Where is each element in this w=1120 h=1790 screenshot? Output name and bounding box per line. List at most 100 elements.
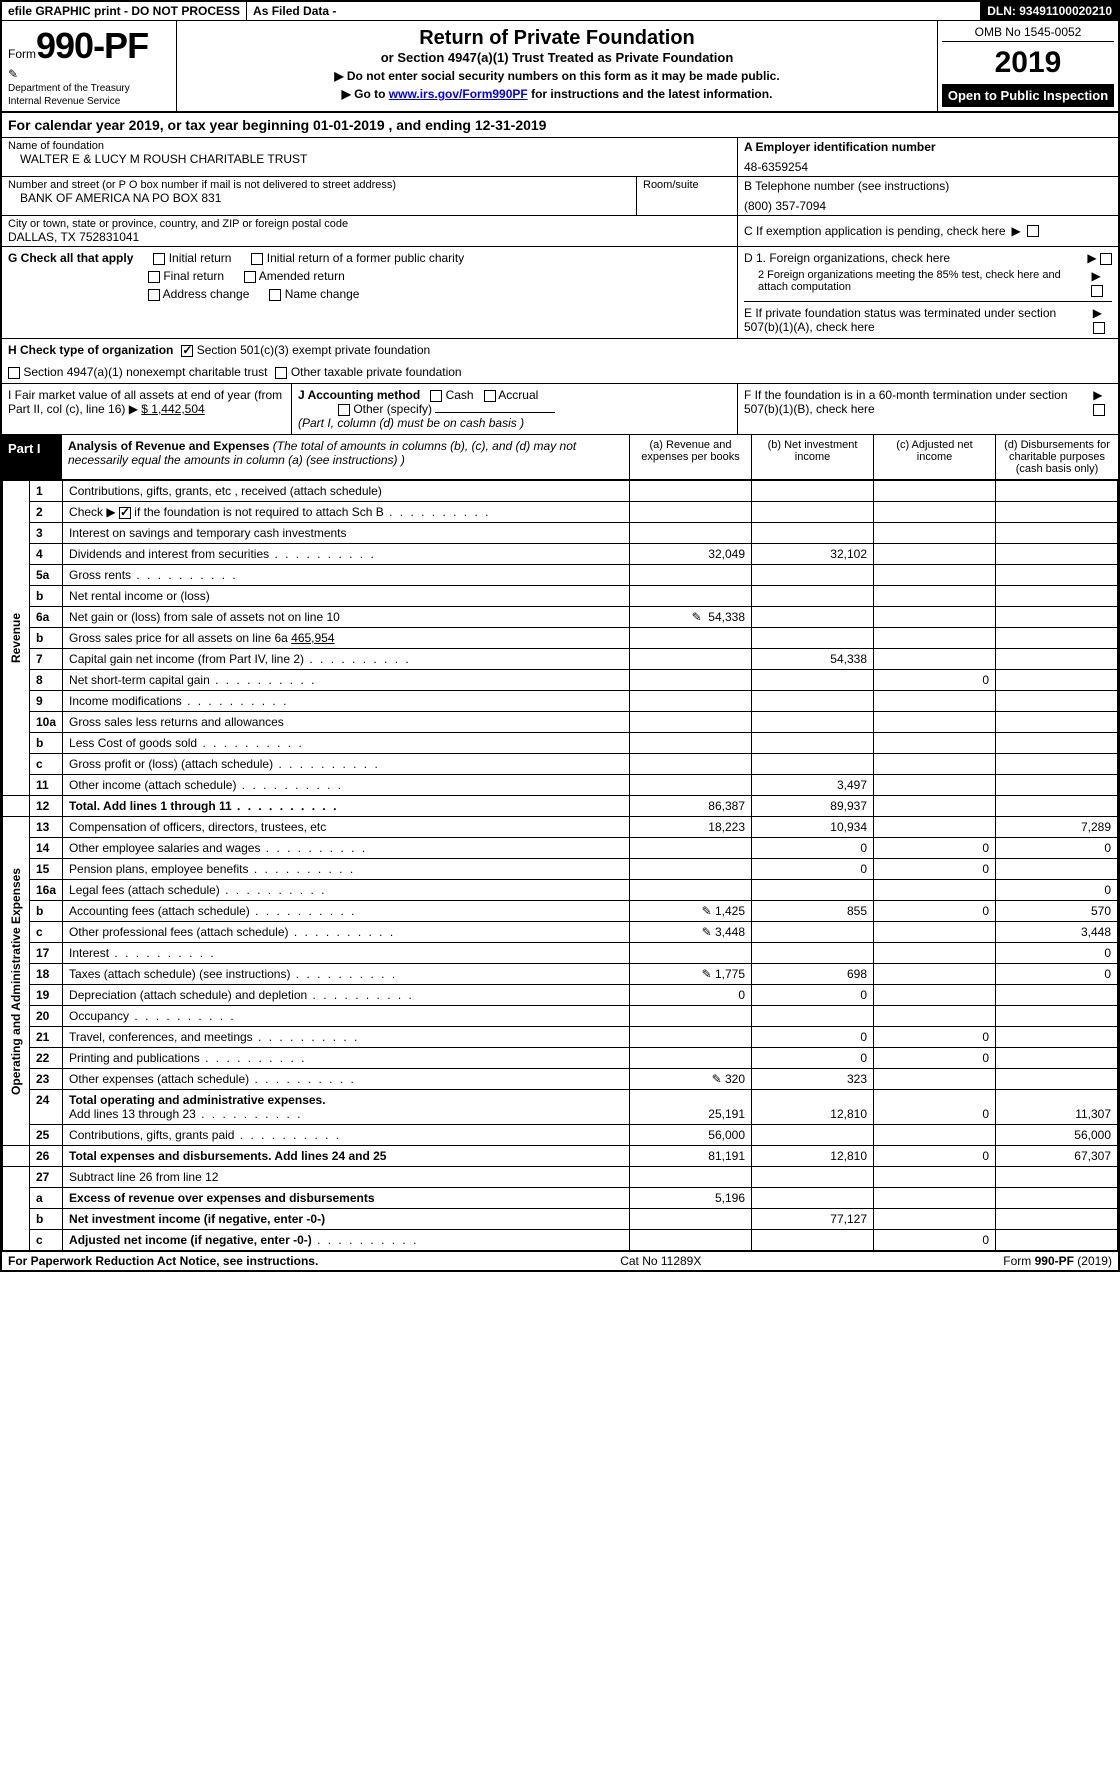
part-1-desc: Analysis of Revenue and Expenses (The to…: [62, 435, 630, 479]
ein-block: A Employer identification number 48-6359…: [738, 138, 1118, 176]
h-label: H Check type of organization: [8, 343, 173, 357]
city-label: City or town, state or province, country…: [8, 218, 731, 230]
table-row: Revenue 1 Contributions, gifts, grants, …: [3, 481, 1118, 502]
table-row: 12 Total. Add lines 1 through 11 86,3878…: [3, 796, 1118, 817]
table-row: 19 Depreciation (attach schedule) and de…: [3, 985, 1118, 1006]
table-row: 22 Printing and publications 00: [3, 1048, 1118, 1069]
section-g: G Check all that apply Initial return In…: [2, 247, 738, 338]
d1-checkbox[interactable]: [1100, 253, 1112, 265]
pen-icon[interactable]: [692, 610, 702, 624]
table-row: 5a Gross rents: [3, 565, 1118, 586]
table-row: 8 Net short-term capital gain 0: [3, 670, 1118, 691]
irs: Internal Revenue Service: [8, 96, 170, 107]
table-row: 26 Total expenses and disbursements. Add…: [3, 1146, 1118, 1167]
section-h: H Check type of organization Section 501…: [2, 339, 1118, 361]
name-block: Name of foundation WALTER E & LUCY M ROU…: [2, 138, 738, 176]
pen-icon[interactable]: [702, 904, 712, 918]
name-label: Name of foundation: [8, 140, 731, 152]
header-right: OMB No 1545-0052 2019 Open to Public Ins…: [938, 21, 1118, 111]
irs-link[interactable]: www.irs.gov/Form990PF: [389, 87, 528, 101]
section-g-d: G Check all that apply Initial return In…: [2, 247, 1118, 339]
instr2-post: for instructions and the latest informat…: [528, 87, 773, 101]
arrow-icon: ▶: [1093, 388, 1102, 402]
h-4947-label: Section 4947(a)(1) nonexempt charitable …: [23, 365, 267, 379]
j-cash-checkbox[interactable]: [430, 390, 442, 402]
e-checkbox[interactable]: [1093, 322, 1105, 334]
tax-year: 2019: [942, 46, 1114, 80]
phone-block: B Telephone number (see instructions) (8…: [738, 177, 1118, 215]
omb-number: OMB No 1545-0052: [942, 25, 1114, 42]
table-row: b Accounting fees (attach schedule) 1,42…: [3, 901, 1118, 922]
name-change-checkbox[interactable]: [269, 289, 281, 301]
initial-former-checkbox[interactable]: [251, 253, 263, 265]
table-row: 23 Other expenses (attach schedule) 3203…: [3, 1069, 1118, 1090]
form-title: Return of Private Foundation: [183, 27, 931, 50]
dept-treasury: Department of the Treasury: [8, 83, 170, 94]
addr-label: Number and street (or P O box number if …: [8, 179, 630, 191]
arrow-icon: ▶: [1087, 251, 1096, 265]
pen-icon[interactable]: [702, 925, 712, 939]
name-ein-row: Name of foundation WALTER E & LUCY M ROU…: [2, 138, 1118, 177]
table-row: 9 Income modifications: [3, 691, 1118, 712]
top-bar: efile GRAPHIC print - DO NOT PROCESS As …: [2, 2, 1118, 21]
table-row: 2 Check ▶ if the foundation is not requi…: [3, 502, 1118, 523]
table-row: 17 Interest 0: [3, 943, 1118, 964]
instr-1: ▶ Do not enter social security numbers o…: [183, 69, 931, 83]
part-1-table: Revenue 1 Contributions, gifts, grants, …: [2, 480, 1118, 1251]
calendar-year: For calendar year 2019, or tax year begi…: [2, 113, 1118, 138]
f-checkbox[interactable]: [1093, 404, 1105, 416]
form-word: Form: [8, 47, 36, 61]
table-row: 3 Interest on savings and temporary cash…: [3, 523, 1118, 544]
arrow-icon: ▶: [1091, 269, 1100, 283]
table-row: Operating and Administrative Expenses 13…: [3, 817, 1118, 838]
h-4947-checkbox[interactable]: [8, 367, 20, 379]
table-row: 27 Subtract line 26 from line 12: [3, 1167, 1118, 1188]
j-other-checkbox[interactable]: [338, 404, 350, 416]
form-label: Form990-PF: [8, 25, 170, 67]
g-label: G Check all that apply: [8, 251, 133, 265]
form-number: 990-PF: [36, 25, 148, 66]
expenses-rot: Operating and Administrative Expenses: [3, 817, 30, 1146]
addr-value: BANK OF AMERICA NA PO BOX 831: [8, 191, 630, 205]
addr-phone-row: Number and street (or P O box number if …: [2, 177, 1118, 216]
section-j: J Accounting method Cash Accrual Other (…: [292, 384, 738, 434]
phone-value: (800) 357-7094: [744, 199, 1112, 213]
footer: For Paperwork Reduction Act Notice, see …: [2, 1251, 1118, 1270]
room-label: Room/suite: [643, 179, 731, 191]
footer-mid: Cat No 11289X: [620, 1254, 701, 1268]
j-accrual-checkbox[interactable]: [484, 390, 496, 402]
header-left: Form990-PF Department of the Treasury In…: [2, 21, 177, 111]
addr-change-checkbox[interactable]: [148, 289, 160, 301]
table-row: 14 Other employee salaries and wages 000: [3, 838, 1118, 859]
ein-value: 48-6359254: [744, 160, 1112, 174]
foundation-name: WALTER E & LUCY M ROUSH CHARITABLE TRUST: [8, 152, 731, 166]
pen-icon[interactable]: [712, 1072, 722, 1086]
section-ijf: I Fair market value of all assets at end…: [2, 384, 1118, 435]
schb-checkbox[interactable]: [119, 507, 131, 519]
c-checkbox[interactable]: [1027, 225, 1039, 237]
city-c-row: City or town, state or province, country…: [2, 216, 1118, 247]
addr-block: Number and street (or P O box number if …: [2, 177, 738, 215]
j-label: J Accounting method: [298, 388, 420, 402]
section-f: F If the foundation is in a 60-month ter…: [738, 384, 1118, 434]
j-accrual-label: Accrual: [498, 388, 538, 402]
f-label: F If the foundation is in a 60-month ter…: [744, 388, 1093, 416]
initial-return-checkbox[interactable]: [153, 253, 165, 265]
initial-return-label: Initial return: [169, 251, 232, 265]
h-501c3-label: Section 501(c)(3) exempt private foundat…: [197, 343, 430, 357]
part-1-header: Part I Analysis of Revenue and Expenses …: [2, 435, 1118, 480]
form-subtitle: or Section 4947(a)(1) Trust Treated as P…: [183, 50, 931, 65]
h-501c3-checkbox[interactable]: [181, 345, 193, 357]
d2-checkbox[interactable]: [1091, 285, 1103, 297]
pen-icon[interactable]: [702, 967, 712, 981]
h-other-checkbox[interactable]: [275, 367, 287, 379]
revenue-rot: Revenue: [3, 481, 30, 796]
footer-right: Form 990-PF (2019): [1003, 1254, 1112, 1268]
table-row: b Gross sales price for all assets on li…: [3, 628, 1118, 649]
j-cash-label: Cash: [446, 388, 474, 402]
table-row: 16a Legal fees (attach schedule) 0: [3, 880, 1118, 901]
table-row: 11 Other income (attach schedule) 3,497: [3, 775, 1118, 796]
part-1-label: Part I: [2, 435, 62, 479]
final-return-checkbox[interactable]: [148, 271, 160, 283]
amended-return-checkbox[interactable]: [244, 271, 256, 283]
